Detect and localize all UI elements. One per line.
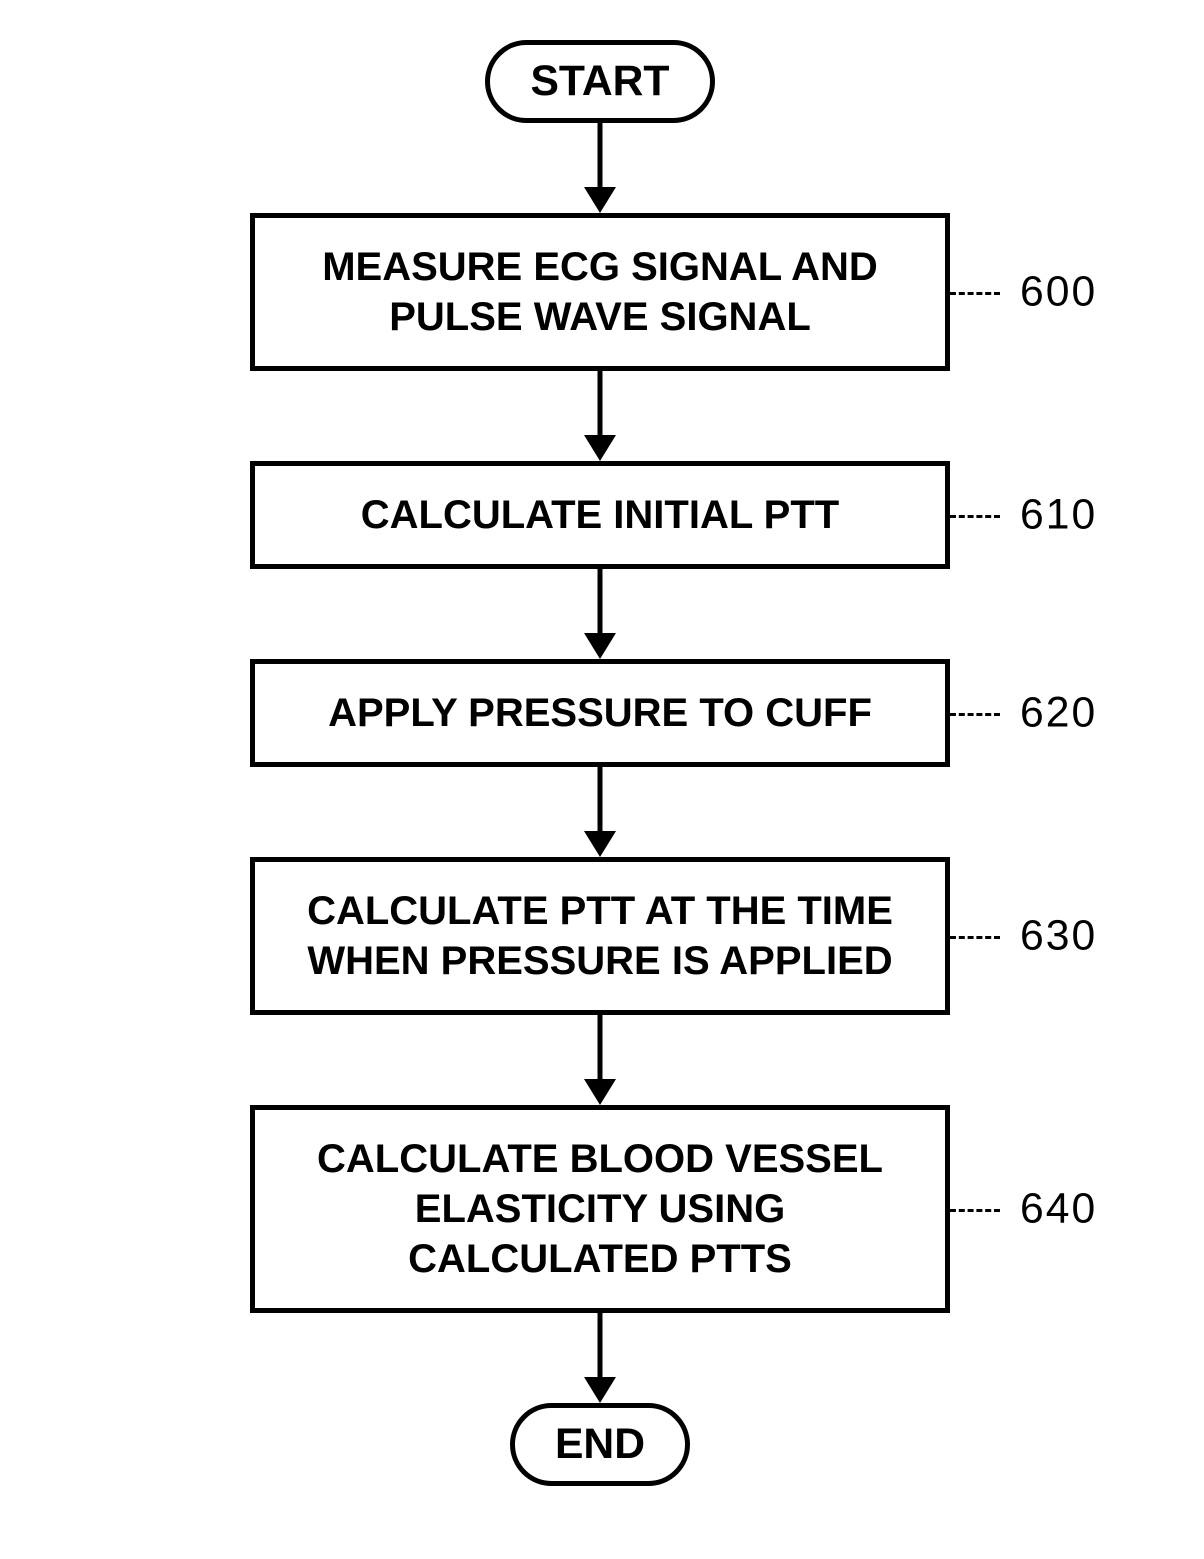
ref-610: 610 [1020,491,1097,540]
arrow-line [598,767,603,835]
row-640: CALCULATE BLOOD VESSEL ELASTICITY USING … [100,1105,1100,1313]
arrow-head-icon [584,435,616,461]
process-610-label: CALCULATE INITIAL PTT [361,493,839,537]
process-640-label: CALCULATE BLOOD VESSEL ELASTICITY USING … [317,1137,883,1281]
row-620: APPLY PRESSURE TO CUFF 620 [100,659,1100,767]
process-630: CALCULATE PTT AT THE TIME WHEN PRESSURE … [250,857,950,1015]
process-600-label: MEASURE ECG SIGNAL AND PULSE WAVE SIGNAL [322,245,878,339]
lead-line-600 [950,292,1000,295]
flowchart-container: START MEASURE ECG SIGNAL AND PULSE WAVE … [100,40,1100,1486]
ref-630: 630 [1020,912,1097,961]
lead-line-610 [950,515,1000,518]
ref-640-text: 640 [1020,1185,1097,1233]
arrow-600-610 [593,371,607,461]
arrow-620-630 [593,767,607,857]
row-end: END [100,1403,1100,1486]
arrow-640-end [593,1313,607,1403]
start-label: START [530,57,669,105]
lead-line-640 [950,1209,1000,1212]
arrow-line [598,569,603,637]
start-terminator: START [485,40,714,123]
arrow-line [598,371,603,439]
end-label: END [555,1420,645,1468]
lead-line-630 [950,936,1000,939]
ref-620: 620 [1020,689,1097,738]
row-start: START [100,40,1100,123]
process-620: APPLY PRESSURE TO CUFF [250,659,950,767]
arrow-line [598,1313,603,1381]
arrow-line [598,1015,603,1083]
arrow-head-icon [584,831,616,857]
arrow-start-600 [593,123,607,213]
arrow-610-620 [593,569,607,659]
end-terminator: END [510,1403,690,1486]
arrow-head-icon [584,633,616,659]
process-610: CALCULATE INITIAL PTT [250,461,950,569]
ref-600-text: 600 [1020,268,1097,316]
arrow-630-640 [593,1015,607,1105]
process-600: MEASURE ECG SIGNAL AND PULSE WAVE SIGNAL [250,213,950,371]
ref-620-text: 620 [1020,689,1097,737]
ref-600: 600 [1020,268,1097,317]
process-620-label: APPLY PRESSURE TO CUFF [328,691,872,735]
ref-640: 640 [1020,1185,1097,1234]
ref-610-text: 610 [1020,491,1097,539]
lead-line-620 [950,713,1000,716]
arrow-head-icon [584,187,616,213]
arrow-head-icon [584,1079,616,1105]
row-610: CALCULATE INITIAL PTT 610 [100,461,1100,569]
process-640: CALCULATE BLOOD VESSEL ELASTICITY USING … [250,1105,950,1313]
row-600: MEASURE ECG SIGNAL AND PULSE WAVE SIGNAL… [100,213,1100,371]
arrow-head-icon [584,1377,616,1403]
row-630: CALCULATE PTT AT THE TIME WHEN PRESSURE … [100,857,1100,1015]
process-630-label: CALCULATE PTT AT THE TIME WHEN PRESSURE … [307,889,893,983]
arrow-line [598,123,603,191]
ref-630-text: 630 [1020,912,1097,960]
